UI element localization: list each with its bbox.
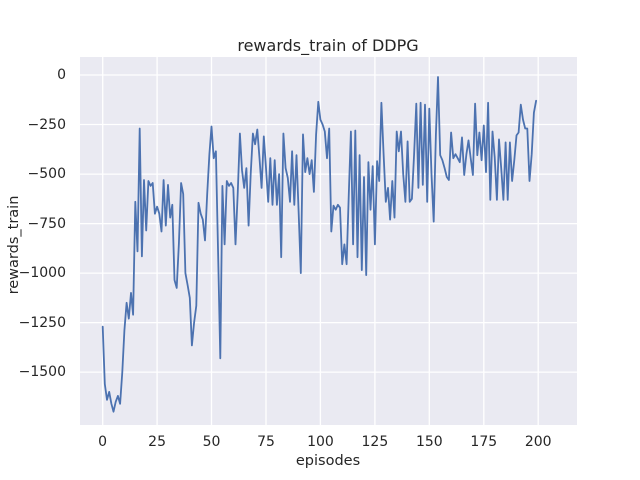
y-tick-label: 0 bbox=[57, 67, 66, 84]
x-tick-label: 100 bbox=[307, 434, 334, 450]
y-tick-label: −250 bbox=[27, 116, 66, 133]
x-tick-label: 0 bbox=[98, 434, 108, 450]
x-tick-label: 75 bbox=[257, 434, 275, 450]
chart-title: rewards_train of DDPG bbox=[237, 36, 419, 55]
y-tick-label: −1000 bbox=[18, 265, 66, 282]
x-axis-label: episodes bbox=[295, 453, 361, 469]
y-tick-label: −1500 bbox=[18, 364, 66, 381]
reward-line-series bbox=[101, 76, 538, 413]
x-tick-label: 200 bbox=[524, 434, 552, 450]
line-chart-canvas bbox=[80, 57, 577, 425]
y-tick-label: −500 bbox=[27, 166, 66, 183]
y-tick-label: −1250 bbox=[18, 314, 66, 331]
y-tick-label: −750 bbox=[27, 215, 66, 232]
x-tick-label: 25 bbox=[148, 434, 167, 450]
plot-area bbox=[80, 57, 577, 425]
x-tick-label: 50 bbox=[202, 434, 221, 450]
x-tick-label: 175 bbox=[470, 434, 498, 450]
x-tick-label: 150 bbox=[415, 434, 443, 450]
x-tick-label: 125 bbox=[361, 434, 389, 450]
